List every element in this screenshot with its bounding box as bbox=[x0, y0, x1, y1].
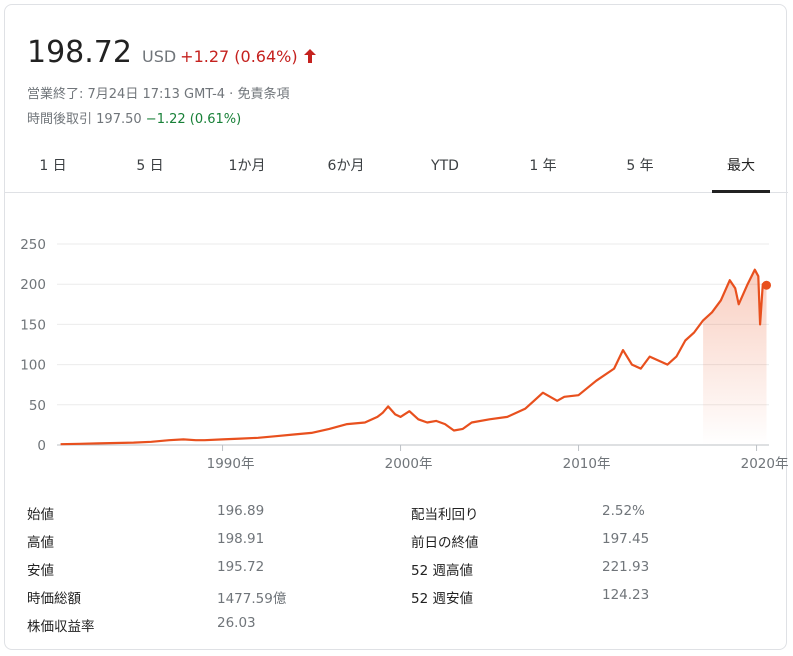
tab-6m[interactable]: 6か月 bbox=[327, 158, 365, 174]
series-area bbox=[703, 269, 767, 445]
stat-label: 時価総額 bbox=[27, 591, 81, 607]
x-tick-label: 2020年 bbox=[741, 456, 788, 472]
tab-1m[interactable]: 1か月 bbox=[228, 158, 266, 174]
y-tick-label: 200 bbox=[20, 277, 46, 293]
y-tick-label: 150 bbox=[20, 317, 46, 333]
stat-value: 26.03 bbox=[217, 615, 256, 631]
stat-value: 221.93 bbox=[602, 559, 650, 575]
after-hours-line: 時間後取引 197.50 −1.22 (0.61%) bbox=[27, 108, 241, 127]
x-tick-label: 2010年 bbox=[563, 456, 611, 472]
stat-row: 前日の終値 197.45 bbox=[411, 531, 741, 551]
stat-row: 時価総額 1477.59億 bbox=[27, 587, 327, 607]
stat-label: 株価収益率 bbox=[27, 619, 95, 635]
after-hours-label: 時間後取引 bbox=[27, 112, 93, 127]
stat-value: 195.72 bbox=[217, 559, 265, 575]
tab-5y[interactable]: 5 年 bbox=[626, 158, 654, 174]
last-price-point bbox=[762, 280, 772, 290]
stat-value: 124.23 bbox=[602, 587, 650, 603]
currency-label: USD bbox=[141, 47, 177, 66]
price-change: +1.27 (0.64%) bbox=[180, 47, 298, 66]
tab-5d[interactable]: 5 日 bbox=[136, 158, 164, 174]
stat-label: 配当利回り bbox=[411, 507, 479, 523]
x-tick-label: 1990年 bbox=[207, 456, 255, 472]
tab-1d[interactable]: 1 日 bbox=[39, 158, 67, 174]
y-tick-label: 100 bbox=[20, 358, 46, 374]
stat-value: 196.89 bbox=[217, 503, 265, 519]
after-hours-price: 197.50 bbox=[96, 112, 142, 127]
stat-row: 安値 195.72 bbox=[27, 559, 327, 579]
stat-row: 始値 196.89 bbox=[27, 503, 327, 523]
stat-row: 配当利回り 2.52% bbox=[411, 503, 741, 523]
arrow-up-icon bbox=[303, 49, 316, 63]
range-tabs: 1 日 5 日 1か月 6か月 YTD 1 年 5 年 最大 bbox=[5, 145, 788, 193]
y-tick-label: 0 bbox=[37, 438, 46, 454]
y-tick-label: 250 bbox=[20, 237, 46, 253]
price-chart[interactable]: 250 200 150 100 50 0 1990年 2000年 2010年 2020年 bbox=[5, 227, 788, 487]
after-hours-change: −1.22 (0.61%) bbox=[145, 112, 242, 127]
stat-row: 高値 198.91 bbox=[27, 531, 327, 551]
tab-1y[interactable]: 1 年 bbox=[529, 158, 557, 174]
stat-value: 197.45 bbox=[602, 531, 650, 547]
stat-label: 52 週安値 bbox=[411, 591, 473, 607]
current-price: 198.72 bbox=[27, 35, 132, 70]
stat-value: 198.91 bbox=[217, 531, 265, 547]
stat-label: 始値 bbox=[27, 507, 54, 523]
y-tick-label: 50 bbox=[29, 398, 46, 414]
tab-ytd[interactable]: YTD bbox=[431, 158, 459, 174]
market-status: 営業終了: 7月24日 17:13 GMT-4 · 免責条項 bbox=[27, 87, 290, 102]
price-line bbox=[60, 268, 767, 446]
tab-max[interactable]: 最大 bbox=[712, 145, 770, 193]
stat-value: 2.52% bbox=[602, 503, 645, 519]
stat-label: 高値 bbox=[27, 535, 54, 551]
stat-label: 安値 bbox=[27, 563, 54, 579]
stat-row: 株価収益率 26.03 bbox=[27, 615, 327, 635]
stat-row: 52 週高値 221.93 bbox=[411, 559, 741, 579]
stat-label: 52 週高値 bbox=[411, 563, 473, 579]
stat-value: 1477.59億 bbox=[217, 591, 287, 607]
stat-row: 52 週安値 124.23 bbox=[411, 587, 741, 607]
stock-quote-card: 198.72 USD +1.27 (0.64%) 営業終了: 7月24日 17:13… bbox=[4, 4, 788, 650]
price-header: 198.72 USD +1.27 (0.64%) bbox=[27, 35, 316, 75]
stat-label: 前日の終値 bbox=[411, 535, 479, 551]
x-tick-label: 2000年 bbox=[385, 456, 433, 472]
